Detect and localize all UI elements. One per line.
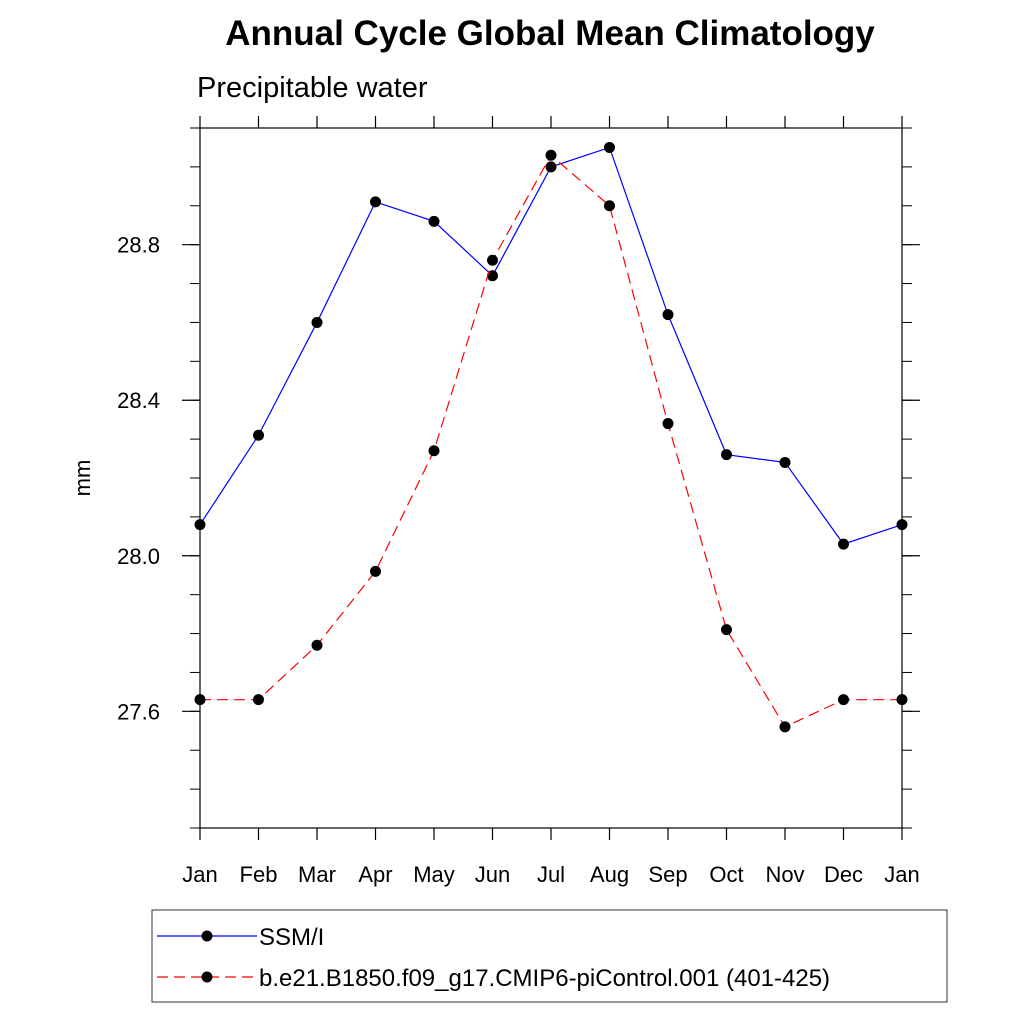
series-0-point bbox=[662, 309, 674, 321]
legend-label-1: b.e21.B1850.f09_g17.CMIP6-piControl.001 … bbox=[259, 965, 830, 992]
series-0-point bbox=[896, 519, 908, 531]
series-line-0 bbox=[199, 146, 903, 545]
y-tick-label: 28.4 bbox=[117, 388, 160, 413]
x-tick-label: Feb bbox=[240, 862, 278, 887]
series-1-point bbox=[428, 445, 440, 457]
chart-subtitle: Precipitable water bbox=[197, 72, 428, 104]
series-1-point bbox=[311, 639, 323, 651]
y-tick-label: 28.8 bbox=[117, 233, 160, 258]
series-0-point bbox=[838, 538, 849, 550]
series-0-point bbox=[428, 215, 440, 227]
x-tick-label: Jan bbox=[884, 862, 919, 887]
series-1-point bbox=[896, 694, 908, 706]
y-tick-label: 27.6 bbox=[117, 699, 160, 724]
legend-marker-1 bbox=[201, 971, 213, 983]
series-0-point bbox=[779, 456, 791, 468]
x-tick-label: Nov bbox=[765, 862, 804, 887]
x-tick-label: Aug bbox=[590, 862, 629, 887]
series-1-point bbox=[662, 418, 674, 430]
series-0-point bbox=[604, 141, 615, 153]
series-1-point bbox=[604, 200, 615, 212]
y-axis-label: mm bbox=[70, 460, 95, 497]
series-1-point bbox=[779, 721, 791, 733]
x-tick-label: Oct bbox=[709, 862, 743, 887]
series-1-point bbox=[194, 694, 206, 706]
series-1-point bbox=[721, 624, 732, 636]
y-tick-label: 28.0 bbox=[117, 544, 160, 569]
legend-label-0: SSM/I bbox=[259, 924, 324, 951]
series-1-point bbox=[545, 149, 557, 161]
series-0-point bbox=[370, 196, 381, 208]
series-0-point bbox=[721, 449, 732, 461]
series-1-point bbox=[487, 254, 498, 266]
chart-title: Annual Cycle Global Mean Climatology bbox=[225, 14, 875, 53]
series-0-point bbox=[311, 316, 323, 328]
x-tick-label: Jan bbox=[182, 862, 217, 887]
x-tick-label: Dec bbox=[824, 862, 863, 887]
series-0-point bbox=[253, 429, 264, 441]
x-tick-label: Sep bbox=[648, 862, 687, 887]
x-tick-label: May bbox=[413, 862, 455, 887]
x-tick-label: Jun bbox=[475, 862, 510, 887]
series-0-point bbox=[487, 270, 498, 282]
series-0-point bbox=[194, 519, 206, 531]
legend-marker-0 bbox=[201, 930, 213, 942]
series-1-point bbox=[253, 694, 264, 706]
x-tick-label: Jul bbox=[537, 862, 565, 887]
series-1-point bbox=[838, 694, 849, 706]
legend-box bbox=[151, 909, 948, 1003]
x-tick-label: Apr bbox=[358, 862, 392, 887]
series-line-1 bbox=[200, 154, 902, 728]
series-1-point bbox=[370, 565, 381, 577]
series-0-point bbox=[545, 161, 557, 173]
x-tick-label: Mar bbox=[298, 862, 336, 887]
